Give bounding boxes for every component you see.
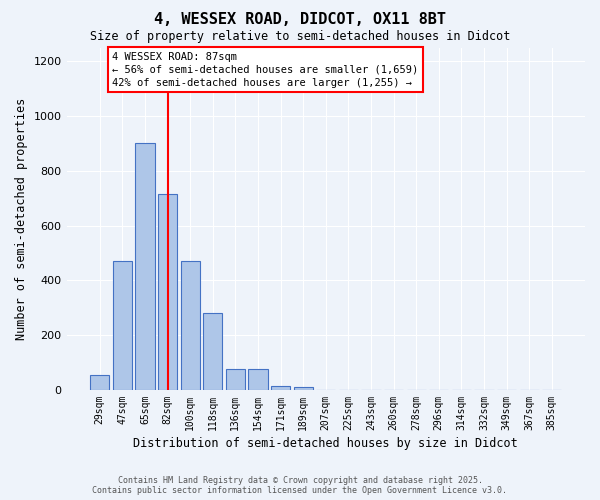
Bar — [271, 386, 290, 390]
Bar — [226, 370, 245, 390]
Bar — [113, 261, 132, 390]
Text: 4 WESSEX ROAD: 87sqm
← 56% of semi-detached houses are smaller (1,659)
42% of se: 4 WESSEX ROAD: 87sqm ← 56% of semi-detac… — [112, 52, 418, 88]
Bar — [248, 370, 268, 390]
Bar — [181, 261, 200, 390]
Text: Size of property relative to semi-detached houses in Didcot: Size of property relative to semi-detach… — [90, 30, 510, 43]
X-axis label: Distribution of semi-detached houses by size in Didcot: Distribution of semi-detached houses by … — [133, 437, 518, 450]
Y-axis label: Number of semi-detached properties: Number of semi-detached properties — [15, 98, 28, 340]
Bar — [136, 144, 155, 390]
Bar — [293, 387, 313, 390]
Text: Contains HM Land Registry data © Crown copyright and database right 2025.
Contai: Contains HM Land Registry data © Crown c… — [92, 476, 508, 495]
Bar — [90, 375, 109, 390]
Bar — [203, 313, 223, 390]
Text: 4, WESSEX ROAD, DIDCOT, OX11 8BT: 4, WESSEX ROAD, DIDCOT, OX11 8BT — [154, 12, 446, 28]
Bar — [158, 194, 177, 390]
